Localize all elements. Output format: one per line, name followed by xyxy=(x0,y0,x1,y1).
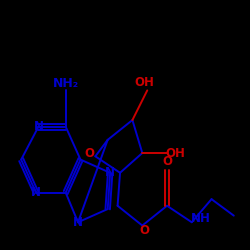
Text: NH: NH xyxy=(190,212,210,226)
Text: NH₂: NH₂ xyxy=(52,77,79,90)
Text: O: O xyxy=(140,224,150,237)
Text: N: N xyxy=(34,120,43,133)
Text: OH: OH xyxy=(166,146,186,160)
Text: O: O xyxy=(162,155,172,168)
Text: OH: OH xyxy=(135,76,155,89)
Text: N: N xyxy=(73,216,83,229)
Text: N: N xyxy=(105,166,115,179)
Text: O: O xyxy=(84,146,94,160)
Text: N: N xyxy=(31,186,41,199)
